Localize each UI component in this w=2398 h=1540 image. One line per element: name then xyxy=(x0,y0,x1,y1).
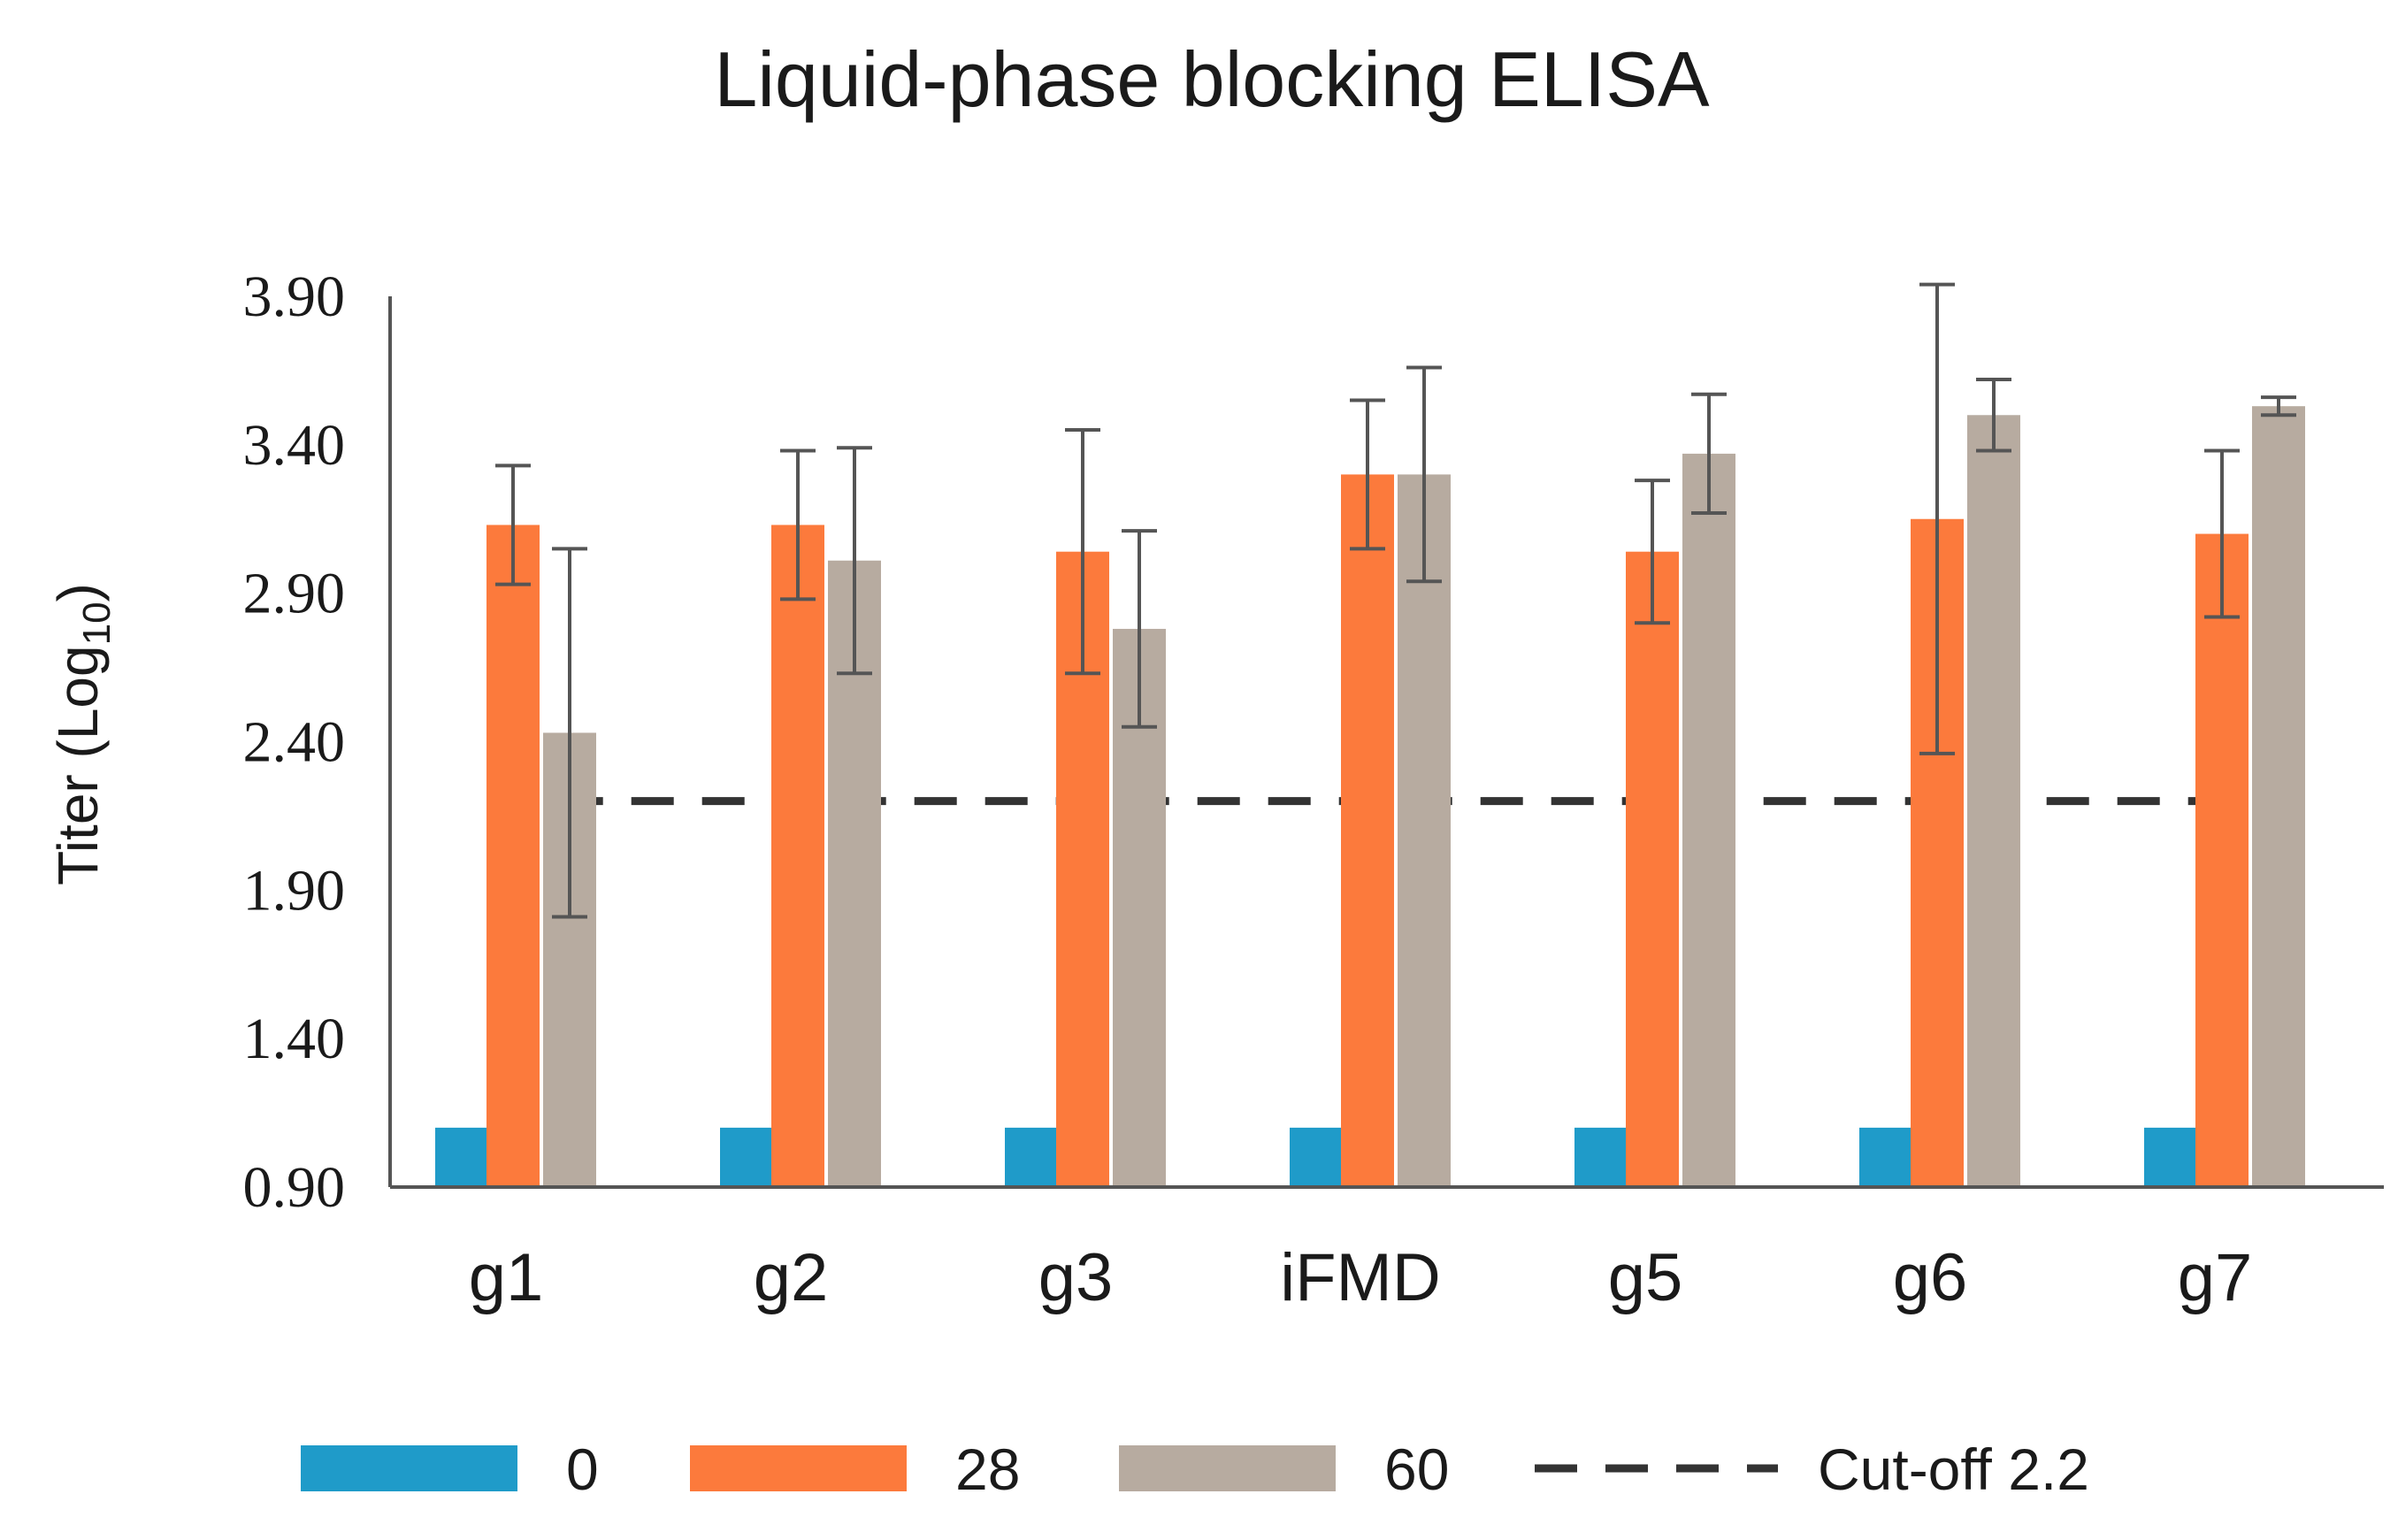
bar-iFMD-series-0 xyxy=(1290,1127,1343,1187)
x-tick-label-g3: g3 xyxy=(1038,1240,1114,1315)
x-tick-label-g7: g7 xyxy=(2178,1240,2253,1315)
y-axis-label: Titer (Log10) xyxy=(46,583,119,885)
y-tick-label: 2.40 xyxy=(243,710,346,775)
plot-area xyxy=(435,282,2305,1187)
bar-g1-series-0 xyxy=(435,1127,488,1187)
bar-g5-series-60 xyxy=(1682,453,1735,1187)
legend-label-cutoff: Cut-off 2.2 xyxy=(1818,1437,2089,1502)
bar-g5-series-0 xyxy=(1574,1127,1628,1187)
legend-swatch-0 xyxy=(301,1445,517,1491)
y-axis-label-close: ) xyxy=(46,583,110,601)
bar-g7-series-60 xyxy=(2252,406,2305,1187)
bar-g6-series-0 xyxy=(1859,1127,1912,1187)
x-tick-label-g5: g5 xyxy=(1608,1240,1683,1315)
legend-label-60: 60 xyxy=(1384,1437,1449,1502)
x-tick-label-g1: g1 xyxy=(469,1240,544,1315)
y-axis-label-subscript: 10 xyxy=(75,601,119,645)
bar-g3-series-0 xyxy=(1005,1127,1058,1187)
y-axis-ticks: 3.90 3.40 2.90 2.40 1.90 1.40 0.90 xyxy=(243,264,346,1220)
chart-title: Liquid-phase blocking ELISA xyxy=(714,35,1709,123)
legend-label-28: 28 xyxy=(955,1437,1020,1502)
bar-g1-series-28 xyxy=(486,525,540,1187)
legend-label-0: 0 xyxy=(566,1437,599,1502)
legend: 0 28 60 Cut-off 2.2 xyxy=(301,1437,2089,1502)
bar-g7-series-0 xyxy=(2144,1127,2197,1187)
y-tick-label: 3.90 xyxy=(243,264,346,329)
legend-swatch-28 xyxy=(690,1445,907,1491)
y-tick-label: 0.90 xyxy=(243,1155,346,1220)
y-tick-label: 2.90 xyxy=(243,562,346,626)
x-tick-label-g6: g6 xyxy=(1893,1240,1968,1315)
legend-swatch-60 xyxy=(1119,1445,1336,1491)
x-tick-label-g2: g2 xyxy=(754,1240,829,1315)
y-tick-label: 1.90 xyxy=(243,858,346,923)
y-tick-label: 3.40 xyxy=(243,413,346,478)
bar-g2-series-28 xyxy=(771,525,824,1187)
bar-g7-series-28 xyxy=(2195,533,2249,1187)
bar-iFMD-series-60 xyxy=(1398,474,1451,1187)
bar-iFMD-series-28 xyxy=(1341,474,1394,1187)
bar-g2-series-0 xyxy=(720,1127,773,1187)
bar-g5-series-28 xyxy=(1626,551,1679,1187)
x-axis-categories: g1 g2 g3 iFMD g5 g6 g7 xyxy=(469,1240,2253,1315)
y-tick-label: 1.40 xyxy=(243,1007,346,1071)
x-tick-label-iFMD: iFMD xyxy=(1280,1240,1441,1315)
bar-g6-series-60 xyxy=(1967,415,2020,1187)
